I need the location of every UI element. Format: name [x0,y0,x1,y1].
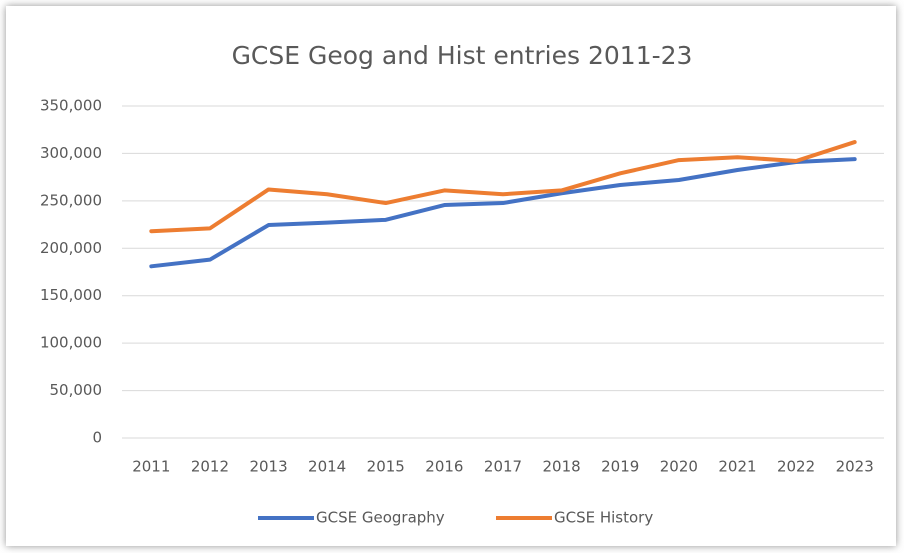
chart-title: GCSE Geog and Hist entries 2011-23 [232,41,693,70]
y-tick-label: 50,000 [50,381,103,399]
x-tick-label: 2019 [601,458,639,476]
x-tick-label: 2012 [191,458,229,476]
y-tick-label: 350,000 [40,97,102,115]
data-line [149,140,857,234]
x-tick-label: 2015 [367,458,405,476]
data-line [149,157,857,269]
chart-frame [6,6,896,546]
x-tick-label: 2016 [425,458,463,476]
y-tick-label: 300,000 [40,144,102,162]
x-tick-label: 2017 [484,458,522,476]
legend-label: GCSE Geography [316,509,445,527]
x-tick-label: 2014 [308,458,346,476]
x-tick-label: 2018 [543,458,581,476]
x-tick-label: 2013 [249,458,287,476]
x-tick-label: 2022 [777,458,815,476]
y-tick-label: 150,000 [40,286,102,304]
x-tick-label: 2020 [660,458,698,476]
y-tick-label: 200,000 [40,239,102,257]
legend-label: GCSE History [554,509,653,527]
x-tick-label: 2023 [836,458,874,476]
y-tick-label: 100,000 [40,334,102,352]
y-tick-label: 0 [92,429,102,447]
x-tick-label: 2021 [718,458,756,476]
x-tick-label: 2011 [132,458,170,476]
y-tick-label: 250,000 [40,191,102,209]
